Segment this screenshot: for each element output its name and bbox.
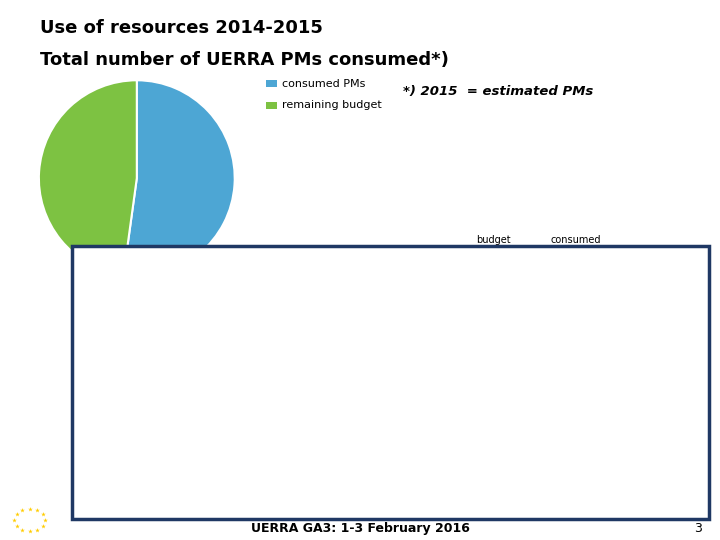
Text: *) 2015  = estimated PMs: *) 2015 = estimated PMs: [403, 85, 593, 98]
Text: 18%: 18%: [669, 437, 689, 446]
Text: 8: 8: [76, 458, 82, 468]
Text: 1,4: 1,4: [567, 480, 581, 489]
Text: TOT: TOT: [97, 501, 120, 511]
Text: budget: budget: [476, 235, 510, 245]
Text: Overarching Coordination FP7 Copernicus climate change projects: Overarching Coordination FP7 Copernicus …: [97, 480, 384, 489]
Text: TOT: TOT: [471, 257, 492, 266]
Text: 19,6: 19,6: [561, 372, 581, 381]
Text: 2,4: 2,4: [567, 437, 581, 446]
Text: 45%: 45%: [669, 307, 689, 316]
Text: 4,88: 4,88: [561, 394, 581, 403]
Text: Scientific Coordination: Scientific Coordination: [97, 415, 195, 424]
Text: 9: 9: [76, 480, 82, 489]
Text: 3: 3: [694, 522, 702, 535]
Text: Total number of UERRA PMs consumed*): Total number of UERRA PMs consumed*): [40, 51, 449, 69]
Bar: [73, 279, 708, 301]
Text: 6,21: 6,21: [561, 415, 581, 424]
Text: 308: 308: [0, 168, 22, 188]
Text: 85: 85: [480, 350, 492, 360]
Bar: [73, 366, 708, 387]
Text: 157,8: 157,8: [555, 307, 581, 316]
Bar: [73, 322, 708, 344]
Text: 52%: 52%: [665, 501, 689, 511]
Wedge shape: [39, 80, 137, 275]
Text: 348: 348: [473, 307, 492, 316]
Text: consumed PMs: consumed PMs: [282, 79, 366, 89]
Text: 44%: 44%: [669, 350, 689, 360]
Text: 336: 336: [48, 352, 89, 372]
Text: WORKPACKAGES: WORKPACKAGES: [232, 257, 321, 266]
Text: 7: 7: [76, 437, 82, 446]
Text: Use of resources 2014-2015: Use of resources 2014-2015: [40, 19, 323, 37]
Text: 69%: 69%: [669, 415, 689, 424]
Text: 37,8: 37,8: [561, 350, 581, 360]
Text: 64: 64: [480, 372, 492, 381]
Text: 107%: 107%: [663, 286, 689, 295]
Text: 12: 12: [480, 458, 492, 468]
Text: Dissemination and Outreach: Dissemination and Outreach: [97, 437, 220, 446]
Text: observational datasets: observational datasets: [97, 350, 196, 360]
Wedge shape: [123, 80, 235, 276]
Text: 21%: 21%: [669, 458, 689, 468]
Bar: [73, 409, 708, 430]
Text: Consortium Management: Consortium Management: [97, 394, 207, 403]
Text: 2: 2: [76, 307, 82, 316]
Text: 9: 9: [486, 415, 492, 424]
Text: 13: 13: [480, 437, 492, 446]
Text: 644: 644: [472, 501, 492, 511]
Text: 336,2: 336,2: [550, 501, 581, 511]
Text: 8: 8: [486, 480, 492, 489]
Text: 31%: 31%: [669, 372, 689, 381]
Text: 5: 5: [76, 394, 82, 403]
Text: 6: 6: [76, 415, 82, 424]
Text: Facilitating downstream services (data, derived products and outreach): Facilitating downstream services (data, …: [97, 372, 406, 381]
Text: 97: 97: [480, 286, 492, 295]
Text: 8: 8: [486, 394, 492, 403]
Text: UERRA GA3: 1-3 February 2016: UERRA GA3: 1-3 February 2016: [251, 522, 469, 535]
Bar: [73, 452, 708, 474]
Text: 1: 1: [76, 286, 82, 295]
Text: 2014-2015: 2014-2015: [524, 257, 581, 266]
Text: consumed: consumed: [551, 235, 601, 245]
Text: Data resources and development, gridded and observational datasets: Data resources and development, gridded …: [97, 286, 400, 295]
Text: 61%: 61%: [669, 394, 689, 403]
Text: Assessing uncertainties by evaluation against independent: Assessing uncertainties by evaluation ag…: [97, 329, 354, 338]
Text: %: %: [680, 257, 689, 266]
Text: 103,6: 103,6: [555, 286, 581, 295]
Text: Ensemble Data Assimilation Regional Reanalysis Dataset: Ensemble Data Assimilation Regional Rean…: [97, 307, 343, 316]
Text: 4: 4: [76, 372, 82, 381]
Text: 2,5: 2,5: [567, 458, 581, 468]
Text: 17%: 17%: [669, 480, 689, 489]
Text: User feedback: User feedback: [97, 458, 160, 468]
Text: 3: 3: [76, 329, 82, 338]
Text: remaining budget: remaining budget: [282, 100, 382, 110]
